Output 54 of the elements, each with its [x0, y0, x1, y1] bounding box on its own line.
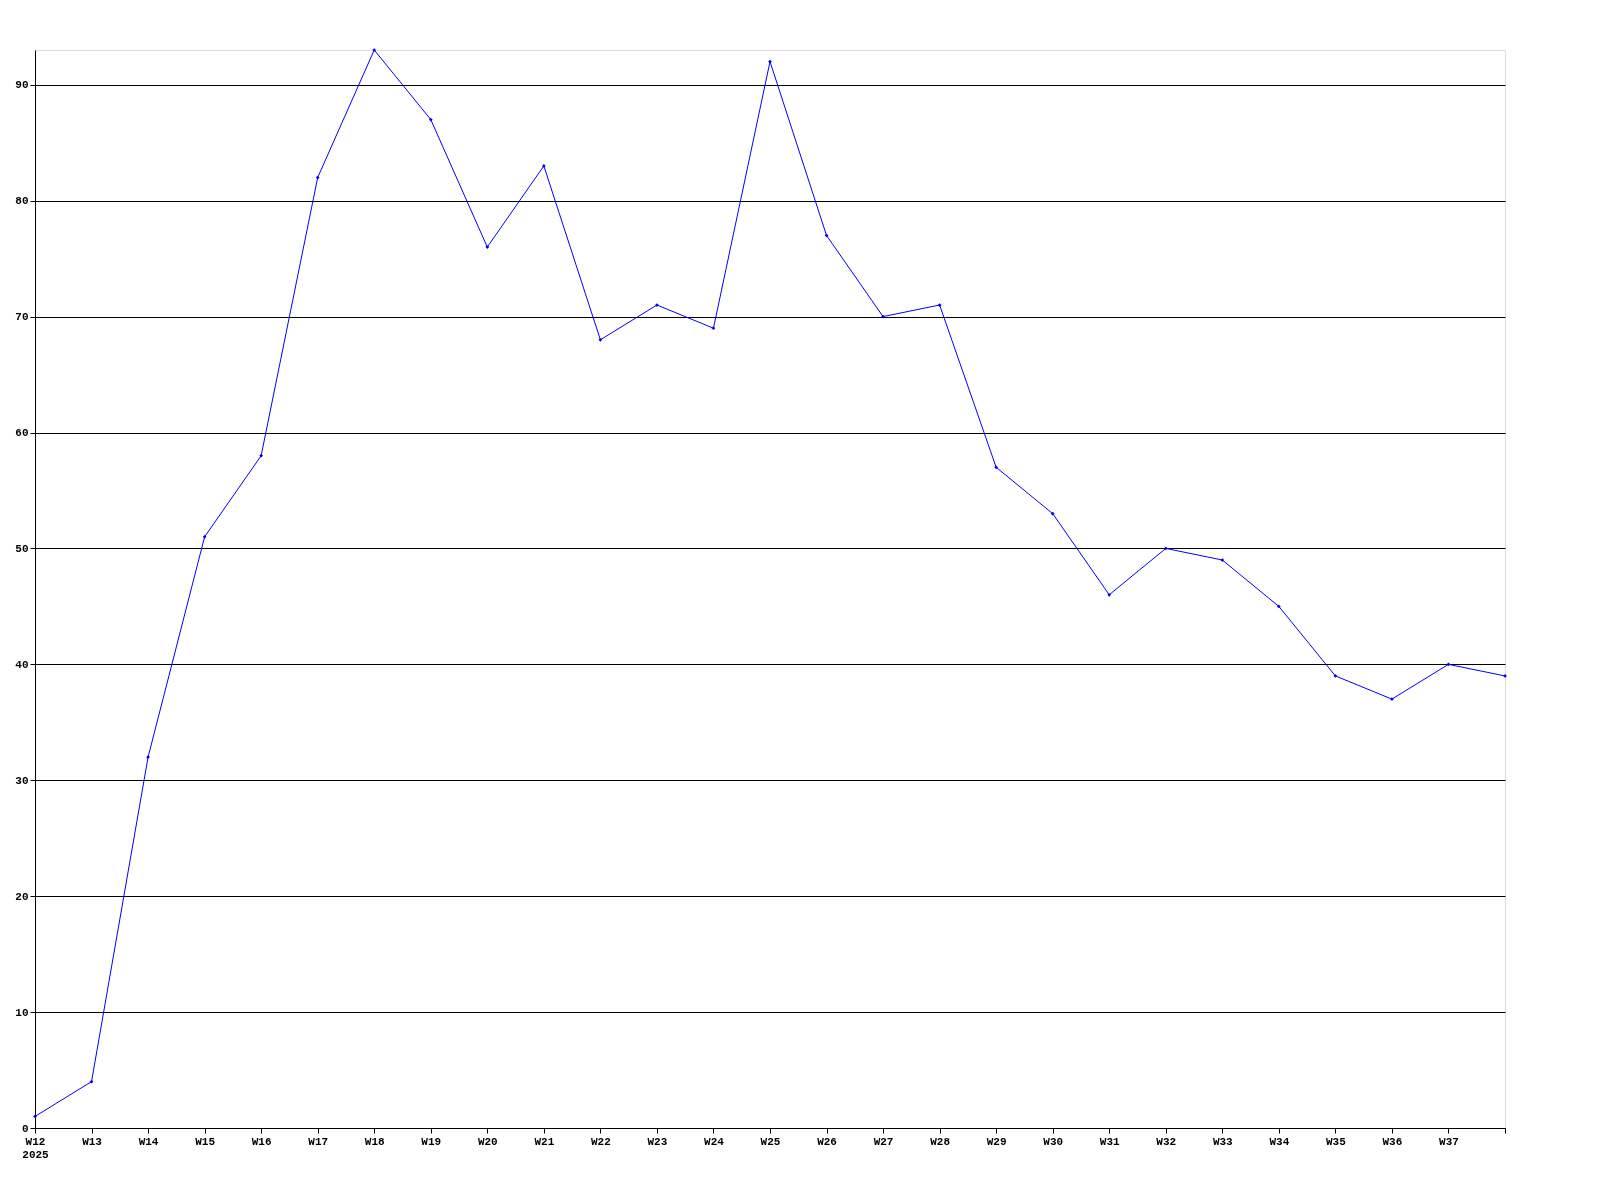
y-tick-label: 60 — [15, 427, 29, 440]
x-tick-label: W14 — [138, 1135, 159, 1148]
point — [33, 1114, 37, 1119]
x-tick-label: W34 — [1269, 1135, 1290, 1148]
x-tick-label: W27 — [873, 1135, 894, 1148]
x-tick-label: W23 — [647, 1135, 668, 1148]
x-tick-label: W19 — [421, 1135, 442, 1148]
point — [1163, 546, 1168, 551]
x-tick-label: W15 — [195, 1135, 216, 1148]
point — [259, 453, 264, 458]
y-tick-label: 40 — [15, 658, 29, 671]
y-tick-label: 50 — [15, 542, 29, 555]
x-tick-label: W16 — [251, 1135, 272, 1148]
y-tick-label: 10 — [15, 1006, 29, 1019]
point — [1276, 604, 1281, 609]
point — [937, 303, 942, 307]
x-tick-label: W22 — [590, 1135, 611, 1148]
x-tick-label: W24 — [704, 1135, 725, 1148]
x-tick-label: W28 — [930, 1135, 951, 1148]
point — [372, 48, 377, 52]
y-tick-label: 90 — [15, 79, 29, 92]
x-tick-label: W31 — [1099, 1135, 1121, 1148]
x-tick-label: W35 — [1325, 1135, 1347, 1148]
point — [315, 175, 320, 180]
x-tick-label: W29 — [986, 1135, 1007, 1148]
x-tick-label: W26 — [817, 1135, 837, 1148]
x-tick-label: W18 — [364, 1135, 386, 1148]
point — [994, 465, 999, 470]
x-tick-label: W37 — [1439, 1135, 1459, 1148]
x-tick-label: W36 — [1382, 1135, 1403, 1148]
point — [428, 117, 433, 122]
x-tick-label: W30 — [1043, 1135, 1064, 1148]
point — [711, 326, 716, 331]
line-series — [33, 48, 1507, 1119]
x-tick-label: W13 — [82, 1135, 103, 1148]
point — [1333, 674, 1338, 678]
x-tick-label: W17 — [308, 1135, 329, 1148]
x-tick-label: W12 2025 — [22, 1135, 50, 1161]
y-tick-label: 80 — [15, 195, 29, 208]
y-tick-label: 20 — [15, 890, 29, 903]
y-tick-label: 0 — [21, 1122, 29, 1135]
point — [485, 245, 490, 249]
x-tick-label: W20 — [477, 1135, 498, 1148]
y-tick-label: 30 — [15, 774, 29, 787]
x-tick-label: W33 — [1212, 1135, 1234, 1148]
point — [202, 534, 207, 539]
point — [1220, 558, 1225, 562]
point — [768, 59, 772, 64]
y-tick-label: 70 — [15, 311, 29, 324]
x-tick-label: W21 — [534, 1135, 555, 1148]
x-tick-label: W32 — [1156, 1135, 1177, 1148]
point — [598, 337, 603, 342]
x-tick-label: W25 — [760, 1135, 781, 1148]
point — [881, 314, 885, 319]
